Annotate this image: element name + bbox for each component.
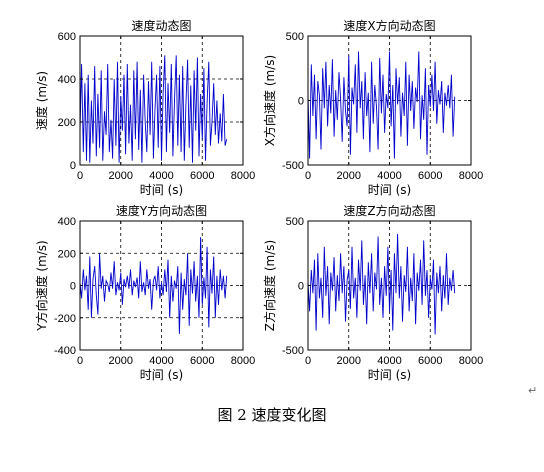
x-axis-label: 时间 (s) — [368, 368, 411, 382]
series-line-1 — [79, 55, 228, 163]
x-tick-label: 2000 — [109, 170, 133, 182]
y-tick-label: 500 — [286, 31, 304, 43]
x-tick-label: 8000 — [231, 355, 255, 367]
x-tick-label: 2000 — [337, 355, 361, 367]
paragraph-mark: ↵ — [528, 384, 538, 397]
x-tick-label: 8000 — [459, 355, 483, 367]
x-tick-label: 6000 — [190, 355, 214, 367]
x-tick-label: 8000 — [231, 170, 255, 182]
subplot-3: 0 2000 4000 6000 8000 -400 -200 0 200 400 速度Y方向动态图… — [34, 203, 255, 382]
x-tick-label: 0 — [77, 170, 83, 182]
x-axis-label: 时间 (s) — [140, 368, 183, 382]
series-line-1 — [307, 233, 456, 335]
y-axis-label: 速度 (m/s) — [34, 71, 49, 130]
y-tick-label: 0 — [70, 281, 76, 293]
x-tick-label: 4000 — [149, 170, 173, 182]
y-tick-label: 500 — [286, 216, 304, 228]
chart-title: 速度动态图 — [131, 18, 191, 33]
y-tick-label: 400 — [58, 74, 76, 86]
y-tick-label: -500 — [282, 345, 304, 357]
y-tick-label: 400 — [58, 216, 76, 228]
x-axis-label: 时间 (s) — [368, 183, 411, 197]
chart-title: 速度Y方向动态图 — [116, 203, 207, 218]
x-tick-label: 0 — [305, 170, 311, 182]
x-tick-label: 6000 — [418, 170, 442, 182]
chart-title: 速度X方向动态图 — [343, 18, 435, 33]
y-tick-label: 0 — [298, 96, 304, 108]
y-tick-label: 200 — [58, 117, 76, 129]
y-tick-label: 0 — [70, 160, 76, 172]
x-tick-label: 4000 — [149, 355, 173, 367]
x-tick-label: 0 — [77, 355, 83, 367]
y-tick-label: 600 — [58, 31, 76, 43]
y-tick-label: 200 — [58, 248, 76, 260]
x-tick-label: 2000 — [337, 170, 361, 182]
y-axis-label: Z方向速度 (m/s) — [262, 240, 277, 331]
y-tick-label: -200 — [54, 313, 76, 325]
figure-caption: 图 2 速度变化图 — [217, 406, 327, 424]
chart-title: 速度Z方向动态图 — [343, 203, 435, 218]
series-line-1 — [307, 51, 456, 159]
x-tick-label: 2000 — [109, 355, 133, 367]
x-tick-label: 4000 — [377, 355, 401, 367]
y-tick-label: 0 — [298, 281, 304, 293]
x-tick-label: 8000 — [459, 170, 483, 182]
x-tick-label: 6000 — [190, 170, 214, 182]
y-axis-label: X方向速度 (m/s) — [262, 55, 277, 146]
x-tick-label: 0 — [305, 355, 311, 367]
x-tick-label: 4000 — [377, 170, 401, 182]
series-line-1 — [79, 237, 228, 334]
y-tick-label: -500 — [282, 160, 304, 172]
x-axis-label: 时间 (s) — [140, 183, 183, 197]
x-tick-label: 6000 — [418, 355, 442, 367]
y-tick-label: -400 — [54, 345, 76, 357]
y-axis-label: Y方向速度 (m/s) — [34, 240, 49, 332]
